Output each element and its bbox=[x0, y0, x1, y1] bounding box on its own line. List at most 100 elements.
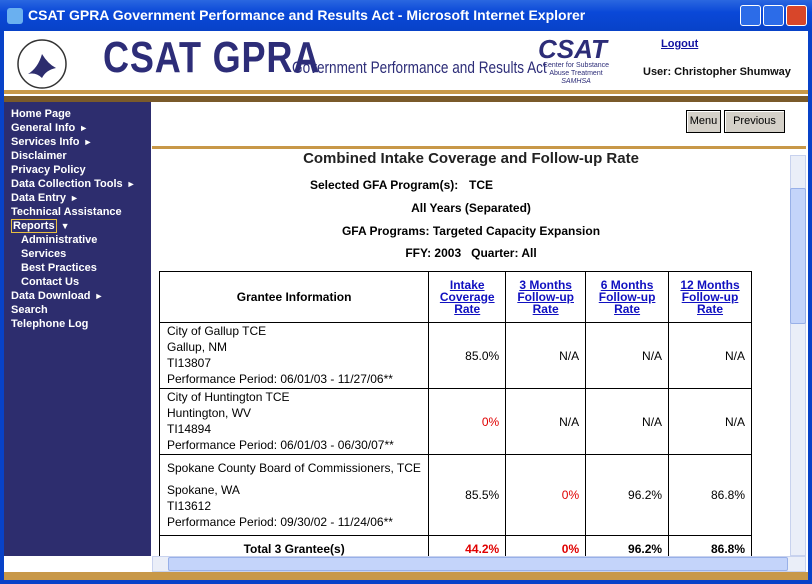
nav-label[interactable]: Privacy Policy bbox=[11, 164, 86, 176]
rule bbox=[152, 146, 806, 149]
program: TCE bbox=[469, 178, 493, 192]
nav-label[interactable]: Home Page bbox=[11, 108, 71, 120]
nav-item[interactable]: Home Page bbox=[11, 108, 71, 120]
grantee-line: Performance Period: 09/30/02 - 11/24/06*… bbox=[167, 514, 393, 529]
header-cell: 3 Months Follow-up Rate bbox=[505, 271, 587, 323]
nav-arrow: ► bbox=[79, 123, 89, 133]
nav-label[interactable]: Services Info bbox=[11, 136, 80, 148]
bottom-rule bbox=[4, 572, 808, 580]
grantee-line: Performance Period: 06/01/03 - 06/30/07*… bbox=[167, 438, 394, 452]
nav-arrow: ► bbox=[126, 179, 136, 189]
years: All Years (Separated) bbox=[411, 201, 531, 215]
csat-logo: CSAT bbox=[538, 34, 607, 64]
header-cell: Grantee Information bbox=[158, 271, 430, 323]
nav-item[interactable]: Services bbox=[21, 248, 66, 260]
total-label: Total 3 Grantee(s) bbox=[158, 535, 430, 556]
samhsa: SAMHSA bbox=[561, 78, 591, 85]
nav-item[interactable]: Technical Assistance bbox=[11, 206, 122, 218]
logo-subtitle: Government Performance and Results Act bbox=[292, 58, 547, 77]
nav-label[interactable]: Services bbox=[21, 248, 67, 260]
logo-text: CSAT GPRA bbox=[103, 33, 321, 82]
nav-label[interactable]: Administrative bbox=[21, 234, 98, 246]
rule bbox=[4, 96, 808, 102]
value-cell: 0% bbox=[505, 535, 587, 556]
nav-label[interactable]: Contact Us bbox=[21, 276, 80, 288]
grantee-cell: Spokane County Board of Commissioners, T… bbox=[158, 454, 430, 536]
total-row: Total 3 Grantee(s) 44.2% 0% 96.2% 86.8% bbox=[158, 535, 752, 556]
nav-item[interactable]: General Info ► bbox=[11, 122, 88, 134]
grantee-line: TI14894 bbox=[167, 422, 212, 436]
grantee-line: Gallup, NM bbox=[167, 340, 228, 354]
nav-arrow: ► bbox=[83, 137, 93, 147]
nav-label[interactable]: Technical Assistance bbox=[11, 206, 122, 218]
csat-caption: Center for Substance Abuse Treatment SAMHS… bbox=[536, 62, 616, 86]
nav-item[interactable]: Search bbox=[11, 304, 48, 316]
nav-item[interactable]: Reports ▼ bbox=[11, 219, 70, 233]
nav-item[interactable]: Contact Us bbox=[21, 276, 79, 288]
h-thumb[interactable] bbox=[168, 557, 788, 571]
nav-item[interactable]: Privacy Policy bbox=[11, 164, 86, 176]
value-cell: 44.2% bbox=[428, 535, 507, 556]
value-cell: 85.0% bbox=[428, 322, 507, 389]
value-cell: N/A bbox=[585, 388, 670, 455]
value-cell: 96.2% bbox=[585, 535, 670, 556]
nav-item[interactable]: Disclaimer bbox=[11, 150, 67, 162]
nav-label[interactable]: Data Collection Tools bbox=[11, 178, 123, 190]
header-link[interactable]: 3 Months Follow-up Rate bbox=[517, 277, 574, 316]
nav-label[interactable]: Best Practices bbox=[21, 262, 97, 274]
nav-label[interactable]: Search bbox=[11, 304, 48, 316]
gfa-programs: GFA Programs: Targeted Capacity Expansio… bbox=[341, 224, 601, 238]
minimize[interactable] bbox=[740, 5, 761, 26]
header-link[interactable]: 6 Months Follow-up Rate bbox=[598, 277, 656, 316]
grantee-cell: City of Gallup TCE Gallup, NM TI13807 Perfo… bbox=[158, 322, 430, 389]
grantee-line: TI13807 bbox=[167, 356, 212, 370]
value-cell: 0% bbox=[505, 454, 587, 536]
grantee-line: Performance Period: 06/01/03 - 11/27/06*… bbox=[167, 372, 393, 386]
previous-button[interactable]: Previous bbox=[724, 110, 785, 133]
nav-label[interactable]: Data Entry bbox=[11, 192, 67, 204]
header-cell: Intake Coverage Rate bbox=[428, 271, 507, 323]
value-cell: N/A bbox=[505, 388, 587, 455]
value-cell: N/A bbox=[505, 322, 587, 389]
nav-label[interactable]: General Info bbox=[11, 122, 76, 134]
maximize[interactable] bbox=[763, 5, 784, 26]
nav-label[interactable]: Telephone Log bbox=[11, 318, 89, 330]
header-cell: 6 Months Follow-up Rate bbox=[585, 271, 670, 323]
nav-arrow: ▼ bbox=[60, 221, 70, 231]
nav-label[interactable]: Data Download bbox=[11, 290, 91, 302]
report-table: Grantee Information Intake Coverage Rate 3… bbox=[158, 271, 752, 556]
nav-item[interactable]: Telephone Log bbox=[11, 318, 88, 330]
value-cell: 96.2% bbox=[585, 454, 670, 536]
logout-link[interactable]: Logout bbox=[661, 38, 699, 50]
nav-item[interactable]: Administrative bbox=[21, 234, 97, 246]
header-link[interactable]: Intake Coverage Rate bbox=[439, 277, 495, 316]
grantee-line: TI13612 bbox=[167, 498, 212, 513]
nav-label[interactable]: Disclaimer bbox=[11, 150, 67, 162]
nav-item[interactable]: Data Entry ► bbox=[11, 192, 79, 204]
close[interactable] bbox=[786, 5, 807, 26]
value-cell: 0% bbox=[428, 388, 507, 455]
nav-item[interactable]: Best Practices bbox=[21, 262, 97, 274]
header-link[interactable]: 12 Months Follow-up Rate bbox=[680, 277, 740, 316]
window-frame bbox=[0, 31, 812, 584]
v-thumb[interactable] bbox=[790, 188, 806, 324]
grantee-cell: City of Huntington TCE Huntington, WV TI14… bbox=[158, 388, 430, 455]
nav-label[interactable]: Reports bbox=[11, 219, 57, 233]
window-title: CSAT GPRA Government Performance and Res… bbox=[28, 7, 586, 23]
grantee-line: City of Huntington TCE bbox=[167, 390, 290, 404]
value-cell: N/A bbox=[585, 322, 670, 389]
title-bar: CSAT GPRA Government Performance and Res… bbox=[0, 0, 812, 31]
menu-button[interactable]: Menu bbox=[686, 110, 721, 133]
hhs-logo bbox=[17, 39, 67, 89]
nav-item[interactable]: Data Collection Tools ► bbox=[11, 178, 136, 190]
header-text: Grantee Information bbox=[236, 290, 352, 304]
nav-panel: Home Page General Info ► Services Info ► Disc… bbox=[4, 102, 151, 556]
grantee-line: Huntington, WV bbox=[167, 406, 252, 420]
grantee-row: Spokane County Board of Commissioners, T… bbox=[158, 454, 752, 536]
grantee-row: City of Huntington TCE Huntington, WV TI14… bbox=[158, 388, 752, 455]
nav-item[interactable]: Data Download ► bbox=[11, 290, 103, 302]
nav-item[interactable]: Services Info ► bbox=[11, 136, 92, 148]
value-cell: 86.8% bbox=[668, 454, 752, 536]
user-label: User: Christopher Shumway bbox=[643, 66, 791, 78]
